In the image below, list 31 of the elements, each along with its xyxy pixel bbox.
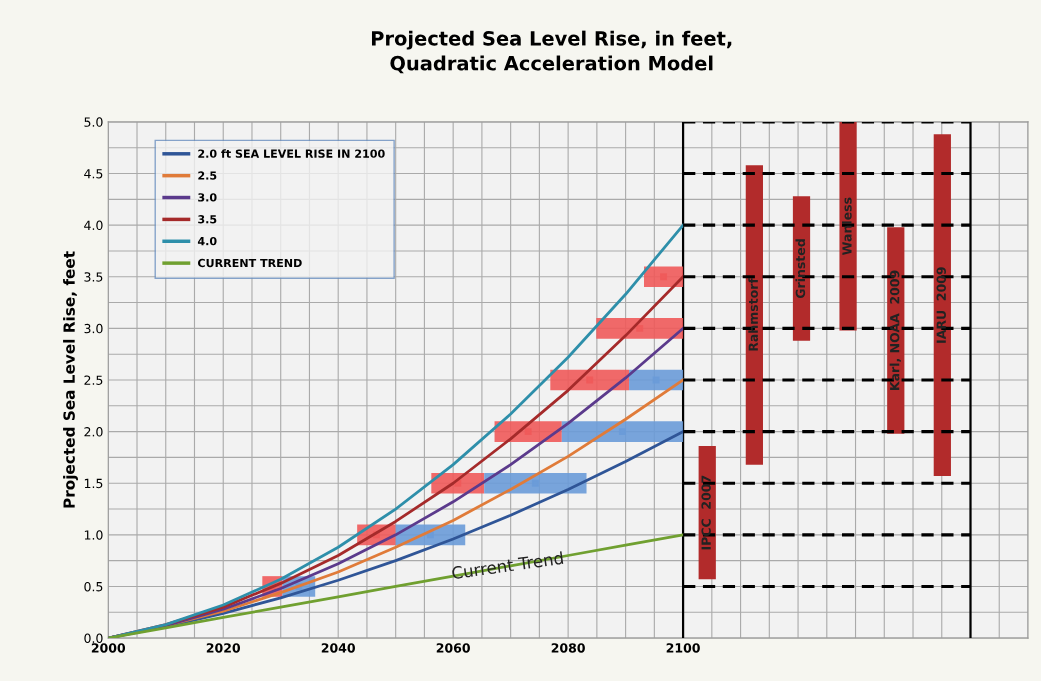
- x-tick-label: 2080: [551, 643, 585, 653]
- legend-label: 2.0 ft SEA LEVEL RISE IN 2100: [198, 149, 385, 158]
- y-axis-title: Projected Sea Level Rise, feet: [63, 251, 78, 508]
- data-label: Rahmstorf: [748, 278, 758, 351]
- data-label: IARU 2009: [936, 267, 946, 343]
- legend-label: 2.5: [198, 171, 217, 180]
- data-label: Grinsted: [795, 239, 806, 299]
- legend-label: 3.5: [198, 215, 217, 224]
- x-tick-label: 2040: [321, 643, 355, 653]
- chart-title: Projected Sea Level Rise, in feet, Quadratic Acceleration Model: [371, 30, 732, 74]
- x-tick-label: 2060: [436, 643, 470, 653]
- x-tick-label: 2100: [666, 643, 700, 653]
- data-label: Karl, NOAA 2009: [889, 270, 901, 390]
- y-tick-label: 3.0: [84, 323, 103, 334]
- y-tick-label: 2.5: [84, 375, 103, 385]
- y-tick-label: 3.5: [84, 272, 103, 282]
- x-tick-label: 2020: [206, 643, 241, 653]
- y-tick-label: 1.5: [84, 478, 103, 489]
- legend-label: CURRENT TREND: [197, 258, 302, 268]
- y-tick-label: 2.0: [84, 427, 103, 437]
- x-tick-label: 2000: [91, 643, 126, 653]
- data-label: IPCC 2007: [701, 475, 711, 550]
- y-tick-label: 1.0: [84, 530, 103, 540]
- y-tick-label: 4.0: [84, 220, 103, 231]
- annotation: Current Trend: [451, 551, 564, 580]
- y-tick-label: 5.0: [84, 117, 103, 127]
- legend-label: 4.0: [197, 236, 217, 246]
- legend-label: 3.0: [198, 193, 217, 202]
- y-tick-label: 0.5: [84, 581, 103, 592]
- y-tick-label: 0.0: [84, 633, 103, 644]
- y-tick-label: 4.5: [84, 169, 103, 179]
